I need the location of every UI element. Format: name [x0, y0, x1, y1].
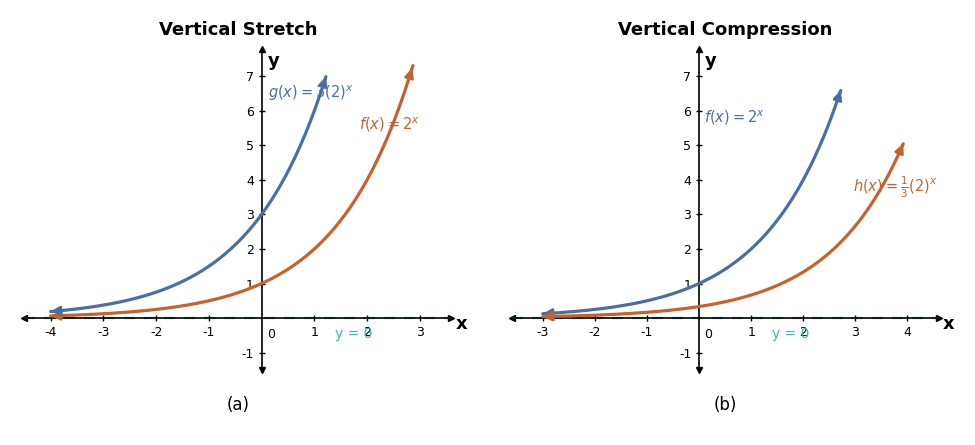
Text: $g(x) = 3(2)^x$: $g(x) = 3(2)^x$ — [268, 84, 354, 103]
Title: Vertical Compression: Vertical Compression — [618, 21, 833, 39]
Title: Vertical Stretch: Vertical Stretch — [159, 21, 317, 39]
Text: (b): (b) — [714, 396, 737, 413]
Text: $h(x) = \frac{1}{3}(2)^x$: $h(x) = \frac{1}{3}(2)^x$ — [853, 174, 937, 199]
Text: y = 0: y = 0 — [335, 327, 372, 340]
Text: y = 0: y = 0 — [772, 327, 809, 340]
Text: 0: 0 — [267, 328, 275, 341]
Text: 0: 0 — [704, 328, 713, 341]
Text: y: y — [268, 52, 280, 70]
Text: $f(x) = 2^x$: $f(x) = 2^x$ — [359, 115, 420, 134]
Text: $f(x) = 2^x$: $f(x) = 2^x$ — [704, 109, 765, 127]
Text: x: x — [455, 315, 467, 333]
Text: y: y — [705, 52, 717, 70]
Text: (a): (a) — [226, 396, 250, 413]
Text: x: x — [943, 315, 955, 333]
